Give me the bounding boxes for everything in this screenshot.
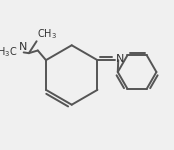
Text: N: N — [116, 54, 125, 64]
Text: H$_3$C: H$_3$C — [0, 45, 18, 59]
Text: N: N — [19, 42, 28, 52]
Text: CH$_3$: CH$_3$ — [37, 27, 57, 40]
